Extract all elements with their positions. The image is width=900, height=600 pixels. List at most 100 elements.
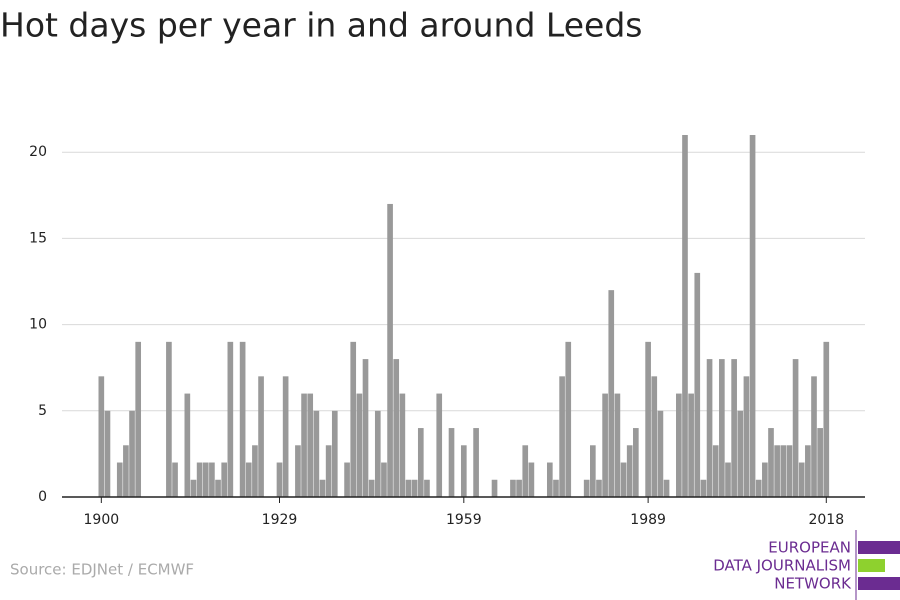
bar <box>602 393 608 497</box>
bar <box>755 479 762 497</box>
bar <box>344 462 350 497</box>
bar <box>196 462 203 497</box>
bar <box>135 341 142 497</box>
bar <box>743 376 750 497</box>
bar <box>633 428 639 497</box>
bar <box>651 376 658 497</box>
bar <box>295 445 301 497</box>
bar <box>356 393 363 497</box>
bar <box>700 479 707 497</box>
bar <box>368 479 375 497</box>
bar <box>313 410 320 497</box>
bar <box>805 445 811 497</box>
logo-text: NETWORK <box>774 575 852 593</box>
bar <box>129 410 135 497</box>
bar <box>381 462 387 497</box>
bar <box>546 462 553 497</box>
logo-bar <box>858 559 885 572</box>
x-tick-label: 1989 <box>630 512 666 528</box>
bar <box>276 462 283 497</box>
bar <box>516 479 522 497</box>
bar <box>688 393 694 497</box>
bar <box>676 393 682 497</box>
bar <box>350 341 357 497</box>
bar <box>215 479 221 497</box>
bar <box>301 393 307 497</box>
y-tick-label: 0 <box>38 489 47 505</box>
bar <box>823 341 830 497</box>
bar <box>706 359 713 497</box>
bar <box>528 462 535 497</box>
bar <box>252 445 258 497</box>
y-tick-label: 15 <box>29 230 47 246</box>
bar <box>731 359 737 497</box>
bar <box>190 479 197 497</box>
bar <box>657 410 664 497</box>
bar <box>448 428 455 497</box>
bar <box>399 393 406 497</box>
bar <box>737 410 744 497</box>
bar <box>319 479 326 497</box>
bar <box>749 135 756 497</box>
bar <box>682 135 688 497</box>
bar <box>172 462 178 497</box>
bar <box>712 445 719 497</box>
bar <box>614 393 621 497</box>
y-tick-label: 10 <box>29 317 47 333</box>
bar <box>325 445 332 497</box>
bar <box>393 359 400 497</box>
bar <box>719 359 725 497</box>
bar <box>331 410 338 497</box>
x-tick-label: 2018 <box>808 512 844 528</box>
chart-title: Hot days per year in and around Leeds <box>0 6 642 45</box>
bar <box>411 479 418 497</box>
bar <box>239 341 246 497</box>
x-tick-label: 1929 <box>262 512 298 528</box>
bar <box>184 393 191 497</box>
bar <box>202 462 209 497</box>
bar <box>817 428 823 497</box>
logo-bar <box>858 577 900 590</box>
bar <box>583 479 590 497</box>
bar <box>245 462 252 497</box>
logo-text: EUROPEAN <box>768 539 851 557</box>
bar <box>387 203 393 497</box>
bar <box>417 428 424 497</box>
bar <box>786 445 793 497</box>
bar <box>307 393 314 497</box>
bar <box>626 445 633 497</box>
bar <box>116 462 123 497</box>
bar <box>104 410 111 497</box>
bar <box>258 376 264 497</box>
bar <box>227 341 234 497</box>
logo-text: DATA JOURNALISM <box>713 557 851 575</box>
bar <box>424 479 430 497</box>
source: Source: EDJNet / ECMWF <box>10 561 194 579</box>
bar <box>491 479 498 497</box>
bar <box>436 393 443 497</box>
bar <box>694 272 701 497</box>
bar <box>620 462 627 497</box>
bar <box>362 359 369 497</box>
y-tick-label: 5 <box>38 403 47 419</box>
bar <box>565 341 572 497</box>
y-tick-label: 20 <box>29 144 47 160</box>
bar <box>663 479 670 497</box>
logo-bar <box>858 541 900 554</box>
bar <box>590 445 596 497</box>
bar <box>123 445 129 497</box>
bar <box>762 462 768 497</box>
bar <box>221 462 228 497</box>
bar <box>405 479 412 497</box>
x-tick-label: 1900 <box>84 512 120 528</box>
bar <box>780 445 787 497</box>
bar <box>774 445 780 497</box>
bar <box>645 341 651 497</box>
bar <box>792 359 799 497</box>
bar <box>473 428 479 497</box>
bar <box>768 428 774 497</box>
bar <box>374 410 381 497</box>
bar <box>798 462 805 497</box>
bar <box>166 341 172 497</box>
